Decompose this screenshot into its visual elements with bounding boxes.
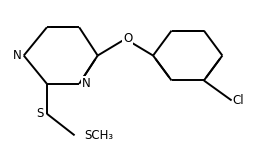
Text: SCH₃: SCH₃ bbox=[84, 129, 113, 142]
Text: S: S bbox=[36, 107, 44, 120]
Text: N: N bbox=[12, 49, 21, 62]
Text: N: N bbox=[82, 77, 90, 90]
Text: Cl: Cl bbox=[233, 94, 244, 107]
Text: O: O bbox=[123, 32, 132, 45]
